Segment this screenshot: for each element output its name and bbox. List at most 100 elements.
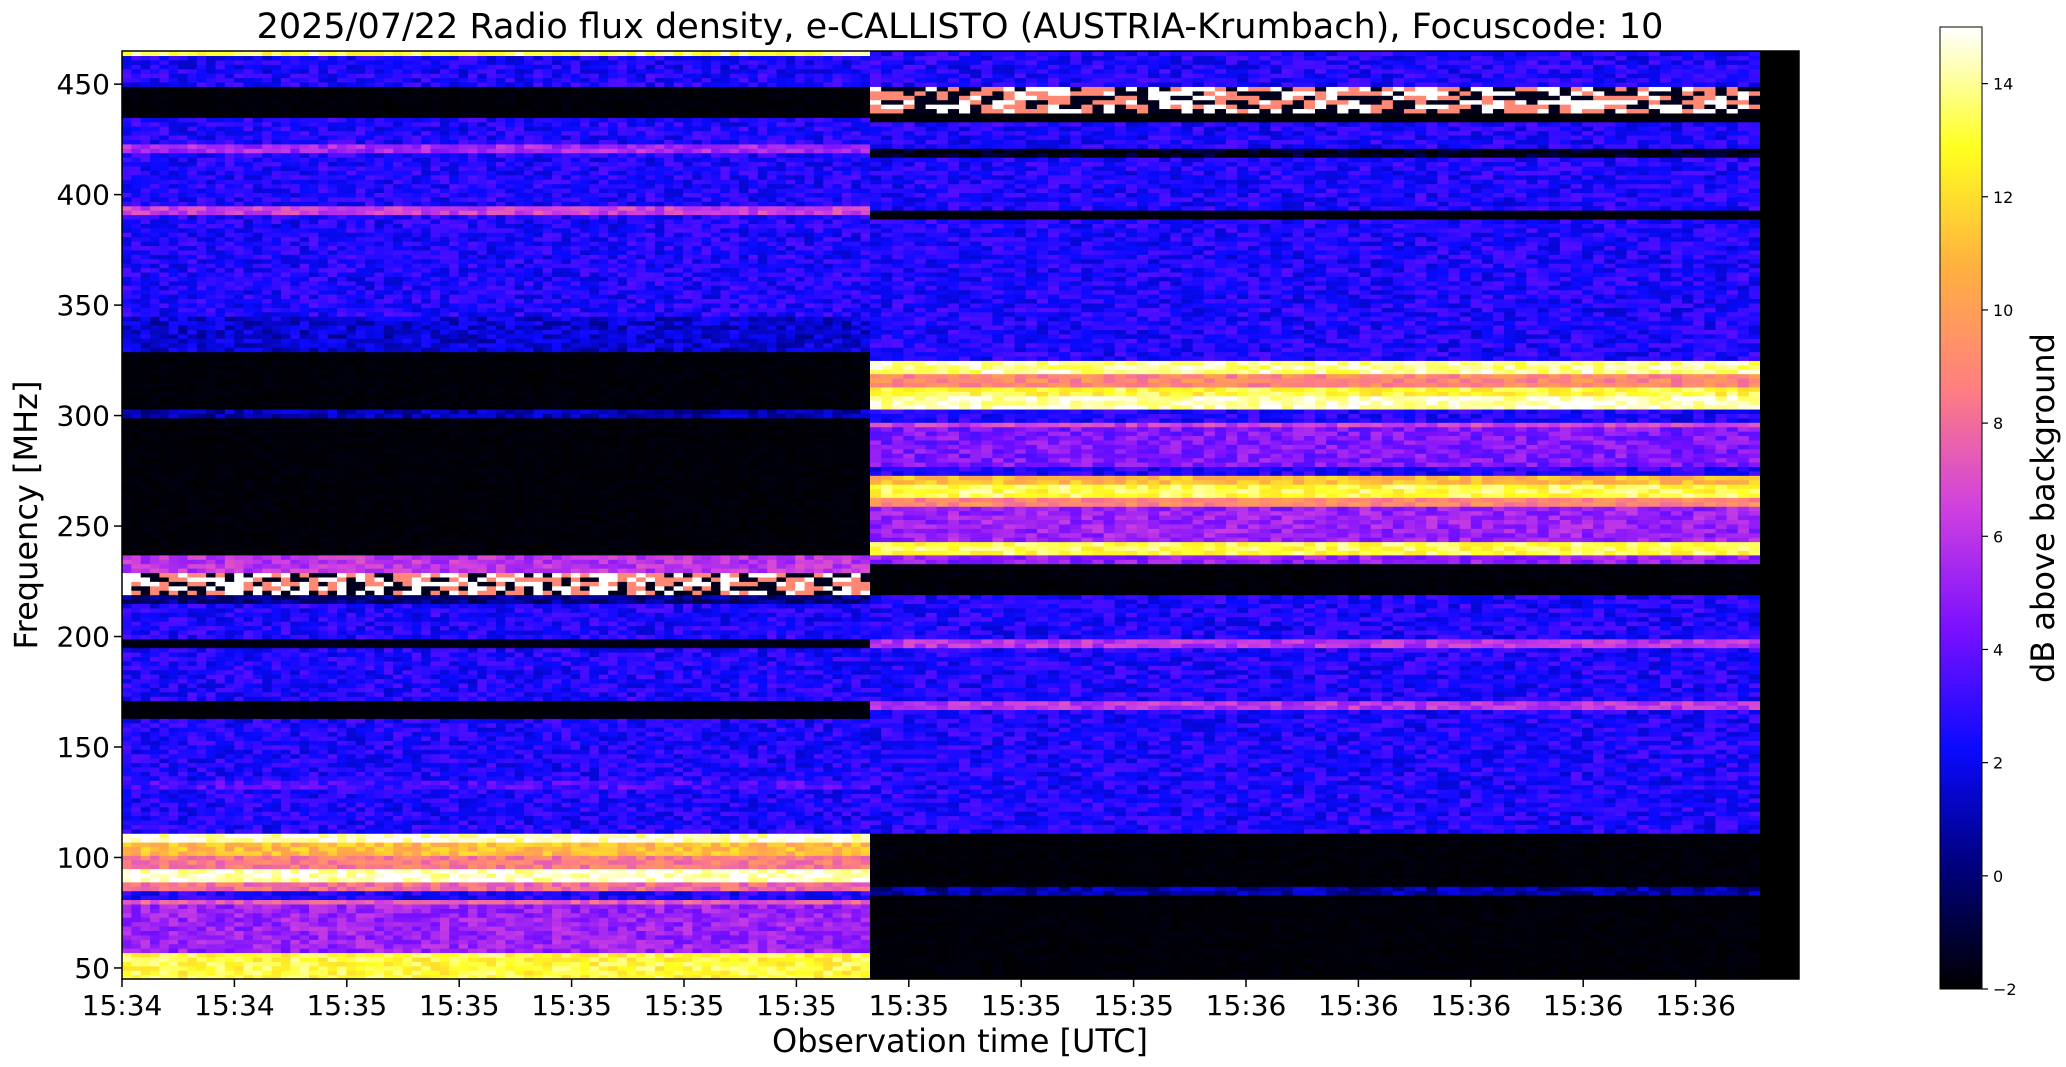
heatmap-cell: [571, 957, 581, 962]
heatmap-cell: [169, 824, 179, 829]
heatmap-cell: [328, 816, 338, 821]
heatmap-cell: [122, 869, 132, 874]
heatmap-cell: [468, 833, 478, 838]
heatmap-cell: [309, 917, 319, 922]
heatmap-cell: [487, 842, 497, 847]
heatmap-cell: [711, 789, 721, 794]
heatmap-cell: [431, 908, 441, 913]
heatmap-cell: [496, 913, 506, 918]
heatmap-cell: [403, 846, 413, 851]
heatmap-cell: [318, 851, 328, 856]
heatmap-cell: [356, 749, 366, 754]
heatmap-cell: [178, 908, 188, 913]
heatmap-cell: [169, 891, 179, 896]
heatmap-cell: [234, 886, 244, 891]
heatmap-cell: [777, 811, 787, 816]
heatmap-cell: [393, 966, 403, 971]
heatmap-cell: [318, 798, 328, 803]
heatmap-cell: [281, 877, 291, 882]
heatmap-cell: [459, 930, 469, 935]
heatmap-cell: [440, 798, 450, 803]
heatmap-cell: [842, 740, 852, 745]
heatmap-cell: [290, 917, 300, 922]
heatmap-cell: [393, 926, 403, 931]
heatmap-cell: [318, 745, 328, 750]
heatmap-cell: [337, 864, 347, 869]
heatmap-cell: [627, 895, 637, 900]
heatmap-cell: [328, 745, 338, 750]
heatmap-cell: [590, 846, 600, 851]
heatmap-cell: [356, 917, 366, 922]
heatmap-cell: [571, 838, 581, 843]
heatmap-cell: [590, 935, 600, 940]
heatmap-cell: [683, 798, 693, 803]
heatmap-cell: [244, 789, 254, 794]
heatmap-cell: [636, 789, 646, 794]
heatmap-cell: [412, 824, 422, 829]
heatmap-cell: [384, 935, 394, 940]
heatmap-cell: [702, 970, 712, 975]
heatmap-cell: [842, 820, 852, 825]
heatmap-cell: [487, 882, 497, 887]
heatmap-cell: [702, 939, 712, 944]
heatmap-cell: [187, 767, 197, 772]
heatmap-cell: [720, 824, 730, 829]
heatmap-cell: [365, 820, 375, 825]
heatmap-cell: [805, 869, 815, 874]
heatmap-cell: [618, 749, 628, 754]
heatmap-cell: [346, 869, 356, 874]
heatmap-cell: [533, 842, 543, 847]
heatmap-cell: [197, 745, 207, 750]
heatmap-cell: [674, 873, 684, 878]
heatmap-cell: [505, 899, 515, 904]
heatmap-cell: [580, 961, 590, 966]
heatmap-cell: [337, 780, 347, 785]
heatmap-cell: [244, 944, 254, 949]
heatmap-cell: [674, 935, 684, 940]
heatmap-cell: [421, 740, 431, 745]
heatmap-cell: [384, 948, 394, 953]
heatmap-cell: [403, 895, 413, 900]
heatmap-cell: [646, 762, 656, 767]
heatmap-cell: [468, 846, 478, 851]
heatmap-cell: [590, 838, 600, 843]
heatmap-cell: [122, 948, 132, 953]
heatmap-cell: [683, 749, 693, 754]
heatmap-cell: [580, 816, 590, 821]
heatmap-cell: [337, 873, 347, 878]
heatmap-cell: [206, 820, 216, 825]
heatmap-cell: [234, 930, 244, 935]
heatmap-cell: [505, 829, 515, 834]
heatmap-cell: [861, 966, 871, 971]
heatmap-cell: [674, 926, 684, 931]
heatmap-cell: [178, 771, 188, 776]
heatmap-cell: [795, 829, 805, 834]
heatmap-cell: [300, 846, 310, 851]
heatmap-cell: [234, 882, 244, 887]
heatmap-cell: [234, 771, 244, 776]
heatmap-cell: [496, 838, 506, 843]
heatmap-cell: [290, 833, 300, 838]
heatmap-cell: [459, 917, 469, 922]
heatmap-cell: [646, 899, 656, 904]
heatmap-cell: [851, 952, 861, 957]
heatmap-cell: [842, 798, 852, 803]
heatmap-cell: [692, 939, 702, 944]
heatmap-cell: [702, 952, 712, 957]
heatmap-cell: [683, 780, 693, 785]
heatmap-cell: [262, 802, 272, 807]
heatmap-cell: [805, 838, 815, 843]
heatmap-cell: [795, 904, 805, 909]
heatmap-cell: [337, 891, 347, 896]
heatmap-cell: [739, 780, 749, 785]
heatmap-cell: [318, 811, 328, 816]
heatmap-cell: [337, 820, 347, 825]
heatmap-cell: [543, 966, 553, 971]
heatmap-cell: [730, 798, 740, 803]
heatmap-cell: [505, 877, 515, 882]
heatmap-cell: [290, 767, 300, 772]
heatmap-cell: [664, 820, 674, 825]
heatmap-cell: [169, 736, 179, 741]
heatmap-cell: [431, 966, 441, 971]
heatmap-cell: [328, 829, 338, 834]
